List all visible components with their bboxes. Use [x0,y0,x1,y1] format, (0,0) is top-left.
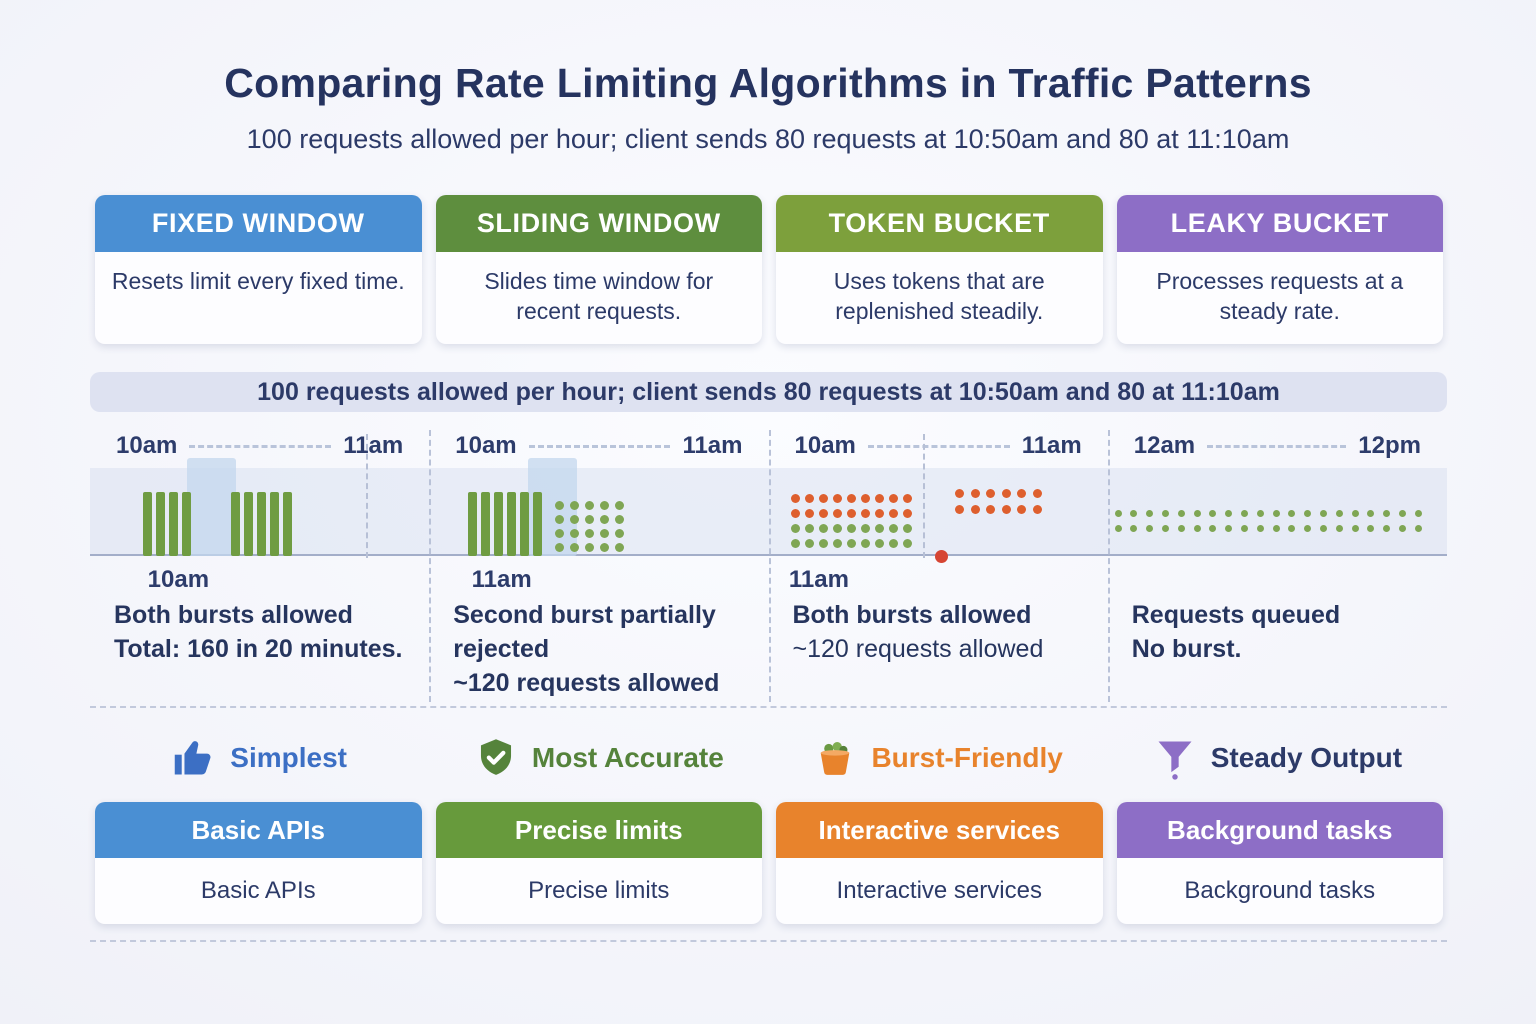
algorithm-header: FIXED WINDOW [95,195,422,252]
axis-dashed-line [867,444,1010,448]
page-title: Comparing Rate Limiting Algorithms in Tr… [224,60,1312,106]
trait-label: Simplest [230,742,347,773]
result-line: Both bursts allowed [792,601,1032,629]
timeline-result: Both bursts allowed Total: 160 in 20 min… [114,598,425,666]
timeline-panels: 10am 11am 10am Both bursts allowed Total… [90,430,1447,702]
algorithm-description: Uses tokens that are replenished steadil… [833,268,1045,324]
bucket-icon [821,742,850,775]
axis-end-label: 12pm [1358,432,1421,459]
usecase-button-precise-limits[interactable]: Precise limits [435,802,762,858]
trait-label: Steady Output [1210,742,1403,773]
scenario-banner: 100 requests allowed per hour; client se… [90,372,1447,412]
timeline-axis-labels: 10am 11am [90,432,429,460]
axis-dashed-line [189,444,332,448]
result-line: Both bursts allowed [114,601,353,629]
trait-burst-friendly: Burst-Friendly [769,726,1108,790]
trait-label: Burst-Friendly [871,742,1063,773]
axis-dashed-line [528,444,671,448]
usecase-card-fixed-window: Basic APIs Basic APIs [95,802,422,924]
usecase-button-interactive-services[interactable]: Interactive services [776,802,1103,858]
timeline-section: 10am 11am 10am Both bursts allowed Total… [90,430,1447,702]
algorithm-header: LEAKY BUCKET [1116,195,1443,252]
result-line: ~120 requests allowed [453,669,720,697]
usecase-button-background-tasks[interactable]: Background tasks [1116,802,1443,858]
timeline-panel-token-bucket: 10am 11am 11am Both bursts allowed ~120 … [769,430,1108,702]
horizontal-separator [90,940,1447,942]
algorithm-card-sliding-window: SLIDING WINDOW Slides time window for re… [435,195,762,344]
result-line: Second burst partially rejected [453,601,716,663]
timeline-result: Requests queued No burst. [1132,598,1443,666]
trait-label: Most Accurate [531,742,724,773]
algorithm-description: Resets limit every fixed time. [111,268,405,294]
column-separator [429,430,432,702]
algorithm-description: Processes requests at a steady rate. [1156,268,1404,324]
axis-start-label: 10am [455,432,517,459]
algorithm-card-token-bucket: TOKEN BUCKET Uses tokens that are replen… [776,195,1103,344]
timeline-result: Second burst partially rejected ~120 req… [453,598,764,700]
algorithm-description: Slides time window for recent requests. [484,268,714,324]
column-separator [768,430,771,702]
timeline-panel-viz: 11am [769,434,1108,593]
timeline-panel-sliding-window: 10am 11am 11am Second burst partially re… [429,430,768,702]
timeline-panel-viz: 11am [429,458,768,593]
timeline-result: Both bursts allowed ~120 requests allowe… [793,598,1104,666]
funnel-icon [1158,741,1192,780]
axis-dashed-line [1207,444,1347,448]
timeline-panel-leaky-bucket: 12am 12pm Requests queued No burst. [1108,430,1447,702]
usecase-card-leaky-bucket: Background tasks Background tasks [1116,802,1443,924]
thumbs-up-icon [175,741,211,775]
timeline-panel-fixed-window: 10am 11am 10am Both bursts allowed Total… [90,430,429,702]
algorithm-card-leaky-bucket: LEAKY BUCKET Processes requests at a ste… [1116,195,1443,344]
algorithm-cards-row: FIXED WINDOW Resets limit every fixed ti… [95,195,1443,344]
timeline-axis-labels: 10am 11am [769,432,1108,460]
column-separator [1107,430,1110,702]
axis-start-label: 10am [116,432,178,459]
usecase-button-basic-apis[interactable]: Basic APIs [95,802,422,858]
trait-simplest: Simplest [90,726,429,790]
result-line: ~120 requests allowed [792,635,1044,663]
result-line: Total: 160 in 20 minutes. [114,635,403,663]
usecase-text: Background tasks [1184,877,1376,904]
traits-row: Simplest Most Accurate Burst-Friendly [90,726,1447,790]
trait-steady-output: Steady Output [1108,726,1447,790]
algorithm-header: SLIDING WINDOW [435,195,762,252]
result-line: No burst. [1131,635,1242,663]
usecase-text: Basic APIs [200,877,316,904]
page-subtitle: 100 requests allowed per hour; client se… [246,124,1290,154]
axis-end-label: 11am [682,432,743,459]
timeline-panel-viz: 10am [90,434,429,593]
usecase-text: Interactive services [836,877,1042,904]
timeline-axis-labels: 12am 12pm [1108,432,1447,460]
horizontal-separator [90,706,1447,708]
result-line: Requests queued [1131,601,1341,629]
timeline-axis-labels: 10am 11am [429,432,768,460]
shield-check-icon [480,739,511,775]
axis-start-label: 12am [1133,432,1196,459]
timeline-panel-viz [1108,468,1447,556]
usecase-card-token-bucket: Interactive services Interactive service… [776,802,1103,924]
axis-end-label: 11am [343,432,404,459]
algorithm-card-fixed-window: FIXED WINDOW Resets limit every fixed ti… [95,195,422,344]
trait-most-accurate: Most Accurate [429,726,768,790]
usecase-card-sliding-window: Precise limits Precise limits [435,802,762,924]
axis-end-label: 11am [1021,432,1082,459]
usecase-text: Precise limits [528,877,670,904]
usecase-row: Basic APIs Basic APIs Precise limits Pre… [95,802,1443,924]
axis-start-label: 10am [794,432,856,459]
algorithm-header: TOKEN BUCKET [776,195,1103,252]
